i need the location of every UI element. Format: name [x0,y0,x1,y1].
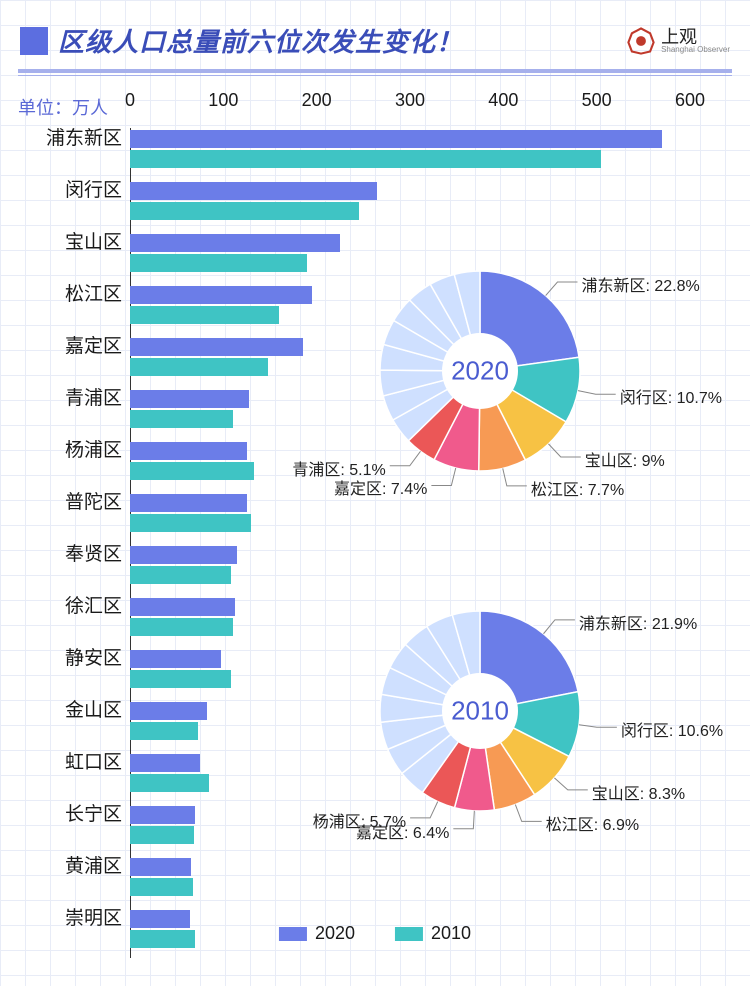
pie-slice-label: 宝山区: 8.3% [592,780,685,804]
bar-2020 [130,650,221,668]
bar-2010 [130,514,251,532]
x-tick: 400 [488,90,518,111]
bar-2010 [130,254,307,272]
unit-label: 单位：万人 [18,94,108,120]
bar-2010 [130,878,193,896]
bar-2010 [130,930,195,948]
pie-center-label: 2020 [451,356,509,387]
bar-2010 [130,566,231,584]
bar-2010 [130,462,254,480]
legend-label-2010: 2010 [431,923,471,944]
pie-center-label: 2010 [451,696,509,727]
bar-row-label: 虹口区 [18,752,128,774]
bar-row-label: 黄浦区 [18,856,128,878]
bar-row-label: 金山区 [18,700,128,722]
bar-2020 [130,598,235,616]
x-tick: 500 [582,90,612,111]
bar-row-label: 嘉定区 [18,336,128,358]
pie-slice-label: 闵行区: 10.7% [620,384,722,408]
bar-row-label: 浦东新区 [18,128,128,150]
brand-en: Shanghai Observer [661,46,730,54]
bar-2010 [130,358,268,376]
bar-2020 [130,286,312,304]
bar-row-label: 杨浦区 [18,440,128,462]
bar-row-label: 普陀区 [18,492,128,514]
bar-row-label: 青浦区 [18,388,128,410]
bar-2010 [130,774,209,792]
bar-row: 闵行区 [18,180,718,230]
page-title: 区级人口总量前六位次发生变化！ [58,22,463,59]
pie-slice-label: 杨浦区: 5.7% [313,808,406,832]
bar-row-label: 闵行区 [18,180,128,202]
header: 区级人口总量前六位次发生变化！ 上观 Shanghai Observer [0,0,750,69]
bar-row-label: 长宁区 [18,804,128,826]
pie-slice-label: 松江区: 7.7% [531,476,624,500]
bar-2020 [130,182,377,200]
x-tick: 200 [302,90,332,111]
bar-2010 [130,150,601,168]
bar-row-label: 崇明区 [18,908,128,930]
bar-2020 [130,234,340,252]
bar-2010 [130,306,279,324]
legend-item-2010: 2010 [395,923,471,944]
pie-slice-label: 松江区: 6.9% [546,811,639,835]
brand-cn: 上观 [661,28,730,46]
brand-logo: 上观 Shanghai Observer [627,27,730,55]
bar-row: 浦东新区 [18,128,718,178]
bar-2020 [130,754,200,772]
bar-row-label: 宝山区 [18,232,128,254]
bar-2020 [130,702,207,720]
pie-2020: 浦东新区: 22.8%闵行区: 10.7%宝山区: 9%松江区: 7.7%嘉定区… [320,236,740,506]
bar-2010 [130,826,194,844]
bar-2020 [130,338,303,356]
bar-2020 [130,806,195,824]
x-tick: 100 [208,90,238,111]
pie-slice-label: 宝山区: 9% [585,447,665,471]
bar-2010 [130,202,359,220]
bar-2020 [130,494,247,512]
bar-2020 [130,442,247,460]
x-tick: 0 [125,90,135,111]
brand-icon [627,27,655,55]
x-axis: 0100200300400500600 [130,90,720,114]
bar-row-label: 松江区 [18,284,128,306]
bar-2020 [130,910,190,928]
bar-2020 [130,390,249,408]
legend-item-2020: 2020 [279,923,355,944]
bar-2010 [130,670,231,688]
bar-row-label: 徐汇区 [18,596,128,618]
legend-label-2020: 2020 [315,923,355,944]
bar-row-label: 奉贤区 [18,544,128,566]
x-tick: 600 [675,90,705,111]
bar-2010 [130,618,233,636]
pie-slice-label: 青浦区: 5.1% [292,456,385,480]
legend: 2020 2010 [279,923,471,944]
bar-2020 [130,546,237,564]
x-tick: 300 [395,90,425,111]
pie-slice-label: 浦东新区: 21.9% [579,610,697,634]
pie-slice-label: 闵行区: 10.6% [621,717,723,741]
pie-2010: 浦东新区: 21.9%闵行区: 10.6%宝山区: 8.3%松江区: 6.9%嘉… [320,576,740,846]
pie-slice-label: 浦东新区: 22.8% [581,272,699,296]
bar-2010 [130,722,198,740]
bar-2020 [130,858,191,876]
title-accent-box [20,27,48,55]
bar-2010 [130,410,233,428]
bar-row-label: 静安区 [18,648,128,670]
bar-row: 黄浦区 [18,856,718,906]
bar-2020 [130,130,662,148]
